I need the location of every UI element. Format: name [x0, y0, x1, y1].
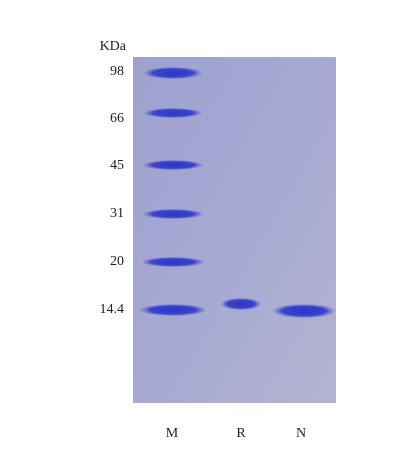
- lane-label: M: [166, 426, 179, 441]
- marker-band: [143, 160, 203, 170]
- sample-band: [221, 298, 261, 310]
- lane-label: N: [296, 426, 306, 441]
- sample-band: [273, 304, 335, 318]
- marker-band: [143, 209, 203, 219]
- marker-label: 66: [110, 111, 124, 126]
- unit-label: KDa: [100, 39, 127, 54]
- marker-label: 45: [110, 158, 124, 173]
- marker-label: 20: [110, 254, 124, 269]
- marker-label: 31: [110, 206, 124, 221]
- marker-band: [142, 257, 204, 267]
- marker-band: [144, 108, 202, 118]
- marker-label: 98: [110, 64, 124, 79]
- marker-band: [140, 304, 206, 316]
- lane-label: R: [236, 426, 246, 441]
- marker-bands: [140, 67, 206, 316]
- marker-label: 14.4: [100, 302, 125, 317]
- marker-band: [144, 67, 202, 79]
